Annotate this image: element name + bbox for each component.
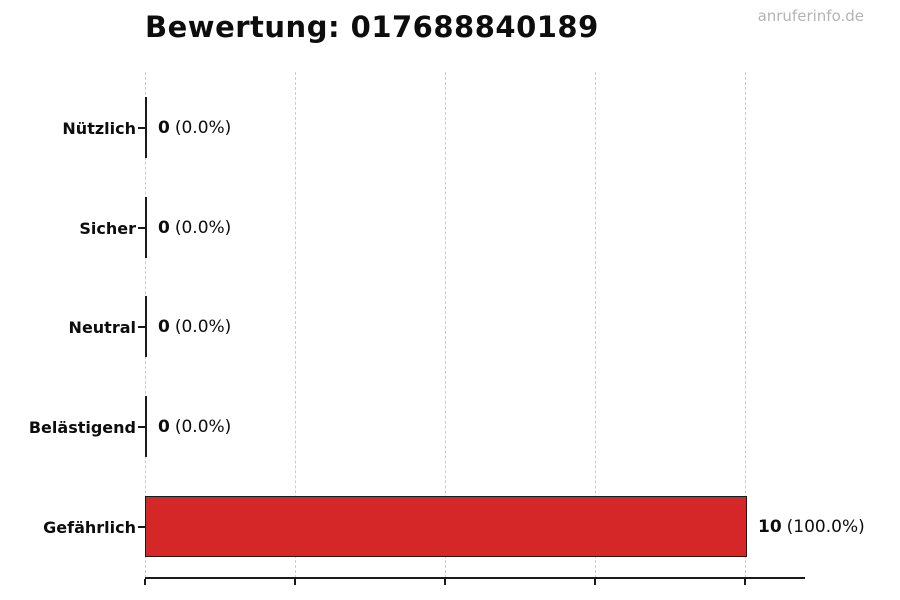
chart-row: Nützlich 0 (0.0%): [0, 78, 900, 178]
percent-value: (0.0%): [174, 417, 232, 437]
y-axis-tick: [138, 227, 145, 229]
category-label: Sicher: [79, 218, 136, 238]
y-axis-tick: [138, 526, 145, 528]
gridline: [594, 72, 596, 578]
x-axis-tick: [144, 579, 146, 585]
chart-row: Gefährlich 10 (100.0%): [0, 477, 900, 577]
gridline: [294, 72, 296, 578]
category-label: Nützlich: [62, 118, 136, 138]
y-axis-tick: [138, 326, 145, 328]
category-label: Belästigend: [28, 417, 136, 437]
percent-value: (100.0%): [786, 517, 865, 537]
value-label: 0 (0.0%): [158, 78, 231, 178]
value-label: 0 (0.0%): [158, 277, 231, 377]
watermark: anruferinfo.de: [757, 7, 864, 25]
y-axis-tick: [138, 426, 145, 428]
count-value: 10: [758, 517, 782, 537]
x-axis-tick: [294, 579, 296, 585]
category-label: Neutral: [68, 317, 136, 337]
percent-value: (0.0%): [174, 218, 232, 238]
chart-row: Sicher 0 (0.0%): [0, 178, 900, 278]
bar-gefaehrlich: [145, 496, 747, 557]
bar-nuetzlich: [145, 97, 147, 158]
percent-value: (0.0%): [174, 118, 232, 138]
gridline: [744, 72, 746, 578]
x-axis-tick: [594, 579, 596, 585]
gridline: [444, 72, 446, 578]
count-value: 0: [158, 218, 170, 238]
category-label: Gefährlich: [43, 517, 136, 537]
count-value: 0: [158, 417, 170, 437]
count-value: 0: [158, 118, 170, 138]
bar-neutral: [145, 296, 147, 357]
chart-row: Belästigend 0 (0.0%): [0, 377, 900, 477]
value-label: 10 (100.0%): [758, 477, 865, 577]
count-value: 0: [158, 317, 170, 337]
value-label: 0 (0.0%): [158, 377, 231, 477]
x-axis-tick: [744, 579, 746, 585]
x-axis-tick: [444, 579, 446, 585]
chart-title: Bewertung: 017688840189: [145, 10, 599, 44]
value-label: 0 (0.0%): [158, 178, 231, 278]
x-axis-line: [145, 577, 805, 579]
bar-sicher: [145, 197, 147, 258]
percent-value: (0.0%): [174, 317, 232, 337]
bar-belaestigend: [145, 396, 147, 457]
y-axis-tick: [138, 127, 145, 129]
chart-row: Neutral 0 (0.0%): [0, 277, 900, 377]
